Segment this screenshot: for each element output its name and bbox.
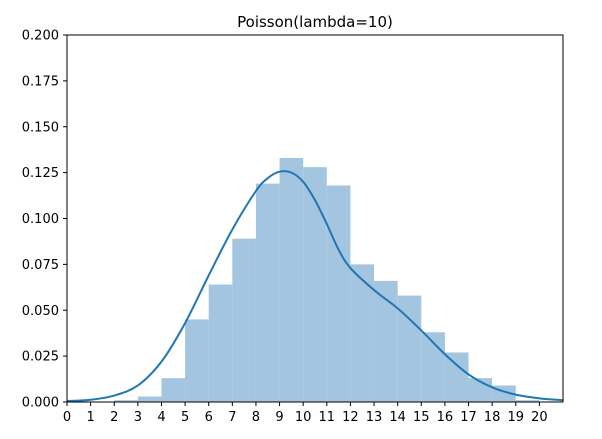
x-tick-label: 4	[157, 410, 165, 425]
x-tick-label: 2	[110, 410, 118, 425]
histogram-bar	[114, 400, 138, 402]
x-tick-label: 5	[181, 410, 189, 425]
x-tick-label: 8	[252, 410, 260, 425]
histogram-bar	[279, 157, 304, 402]
y-tick-label: 0.175	[22, 74, 59, 89]
y-tick-label: 0.050	[22, 304, 59, 319]
x-tick-label: 19	[507, 410, 524, 425]
x-tick-label: 17	[460, 410, 477, 425]
x-tick-label: 18	[484, 410, 501, 425]
histogram-bar	[208, 284, 233, 402]
histogram-bar	[161, 378, 186, 402]
y-tick-label: 0.000	[22, 396, 59, 411]
x-tick-label: 16	[437, 410, 454, 425]
x-tick-label: 1	[86, 410, 94, 425]
histogram-bar	[350, 264, 375, 402]
x-tick-label: 6	[205, 410, 213, 425]
histogram-bar	[326, 185, 351, 402]
y-tick-label: 0.150	[22, 120, 59, 135]
x-tick-label: 12	[342, 410, 359, 425]
histogram-bar	[232, 238, 256, 402]
x-tick-label: 11	[319, 410, 336, 425]
y-tick-label: 0.125	[22, 166, 59, 181]
x-tick-label: 9	[275, 410, 283, 425]
x-tick-label: 7	[228, 410, 236, 425]
histogram-bar	[137, 396, 162, 402]
y-tick-label: 0.075	[22, 258, 59, 273]
y-tick-label: 0.100	[22, 212, 59, 227]
histogram-bar	[303, 167, 327, 402]
x-tick-label: 0	[63, 410, 71, 425]
chart-title: Poisson(lambda=10)	[237, 13, 393, 31]
x-tick-label: 3	[134, 410, 142, 425]
kde-line	[66, 170, 564, 403]
x-tick-label: 15	[413, 410, 430, 425]
y-tick-label: 0.025	[22, 350, 59, 365]
histogram-bar	[444, 352, 469, 402]
x-tick-label: 10	[295, 410, 312, 425]
x-tick-label: 20	[531, 410, 548, 425]
histogram-bar	[185, 319, 209, 402]
histogram-bar	[515, 400, 540, 402]
x-tick-label: 14	[389, 410, 406, 425]
histogram-bar	[397, 295, 422, 402]
histogram-bar	[374, 280, 398, 402]
plot-area: 0.000 0.025 0.050 0.075 0.100 0.125 0.150 0.175…	[22, 29, 564, 425]
histogram-bar	[255, 183, 280, 402]
y-tick-label: 0.200	[22, 29, 59, 44]
x-tick-label: 13	[366, 410, 383, 425]
